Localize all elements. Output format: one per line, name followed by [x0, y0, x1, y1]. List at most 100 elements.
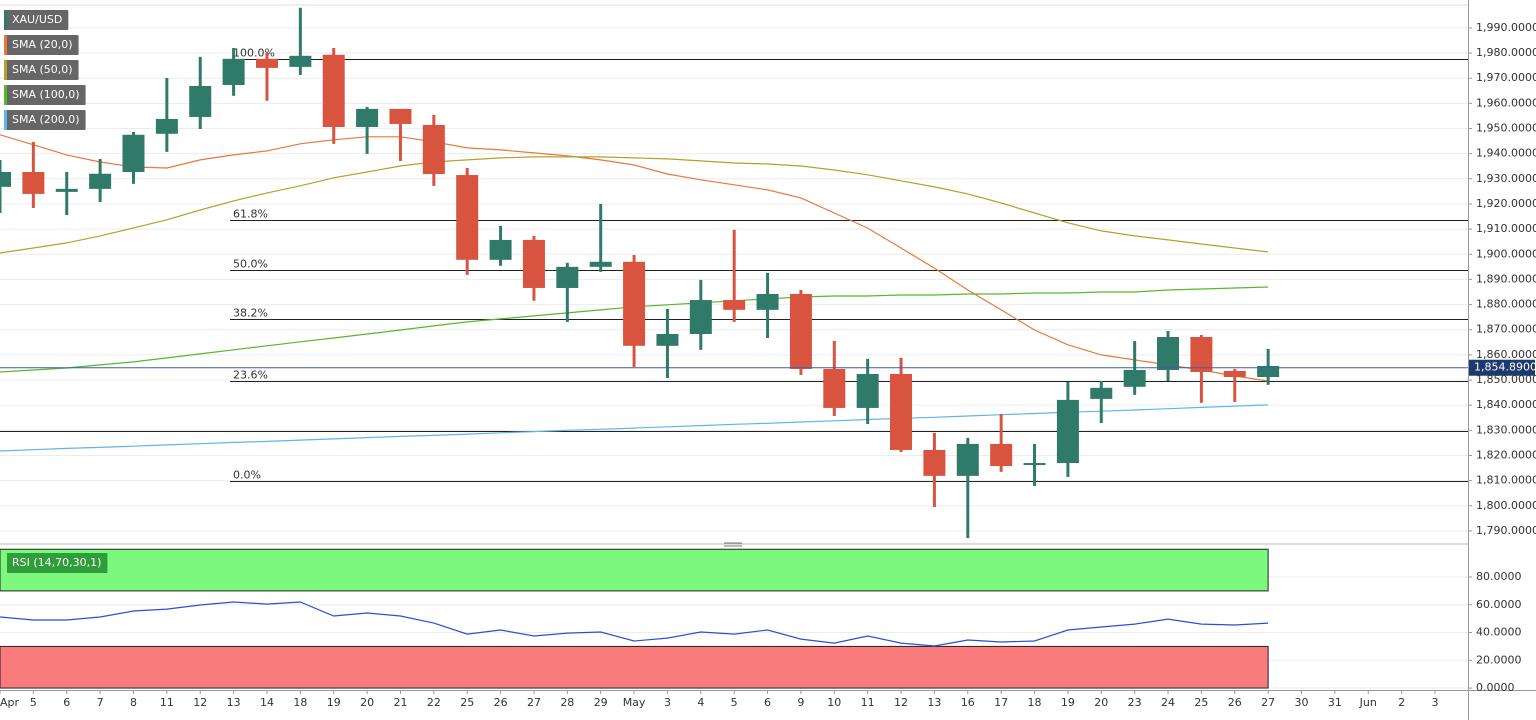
- candle-body: [522, 239, 545, 288]
- x-tick-label: 3: [1432, 696, 1439, 709]
- x-tick-label: 2: [1398, 696, 1405, 709]
- y-tick-label: 1,920.0000: [1476, 197, 1536, 210]
- candle-body: [556, 266, 579, 288]
- x-tick-label: 11: [861, 696, 875, 709]
- candle-body: [723, 300, 746, 310]
- candle-body: [22, 172, 45, 194]
- y-tick-label: 1,820.0000: [1476, 448, 1536, 461]
- x-tick-label: 20: [1094, 696, 1108, 709]
- x-tick-label: 25: [460, 696, 474, 709]
- candle-body: [956, 443, 979, 476]
- y-tick-label: 1,940.0000: [1476, 147, 1536, 160]
- y-tick-label: 0.0000: [1476, 681, 1515, 694]
- x-tick-label: 13: [227, 696, 241, 709]
- legend-swatch: [4, 110, 7, 130]
- x-tick-label: 28: [560, 696, 574, 709]
- y-tick-label: 60.0000: [1476, 598, 1522, 611]
- legend-box: [4, 553, 108, 573]
- level-label: 0.0%: [233, 469, 261, 482]
- candle-body: [456, 175, 479, 260]
- candle-body: [55, 188, 78, 192]
- y-tick-label: 1,950.0000: [1476, 122, 1536, 135]
- x-tick-label: 27: [527, 696, 541, 709]
- y-tick-label: 1,850.0000: [1476, 373, 1536, 386]
- legend-label: RSI (14,70,30,1): [12, 556, 101, 569]
- x-tick-label: 17: [994, 696, 1008, 709]
- candle-body: [89, 173, 112, 189]
- candle-body: [1123, 369, 1146, 387]
- candle-body: [422, 124, 445, 175]
- candle-body: [155, 118, 178, 134]
- y-tick-label: 1,970.0000: [1476, 71, 1536, 84]
- legend-swatch: [4, 60, 7, 80]
- x-tick-label: 8: [130, 696, 137, 709]
- candle-body: [122, 134, 145, 173]
- legend-label: SMA (100,0): [12, 88, 80, 101]
- candle-body: [789, 294, 812, 369]
- x-tick-label: 3: [664, 696, 671, 709]
- sma-line: [0, 404, 1269, 452]
- x-tick-label: 12: [193, 696, 207, 709]
- indicator-lines: [0, 134, 1269, 647]
- x-tick-label: 14: [260, 696, 274, 709]
- x-tick-label: 11: [160, 696, 174, 709]
- x-tick-label: 30: [1295, 696, 1309, 709]
- x-tick-label: 25: [1194, 696, 1208, 709]
- x-tick-label: Apr: [0, 696, 20, 709]
- candle-body: [1090, 387, 1113, 399]
- legend-swatch: [4, 85, 7, 105]
- legend-item: RSI (14,70,30,1): [4, 553, 108, 573]
- x-tick-label: 22: [427, 696, 441, 709]
- drag-handle[interactable]: [724, 542, 742, 547]
- level-label: 38.2%: [233, 307, 268, 320]
- x-tick-label: 5: [731, 696, 738, 709]
- legend-label: SMA (200,0): [12, 113, 80, 126]
- legend-item: XAU/USD: [4, 10, 69, 30]
- y-tick-label: 1,890.0000: [1476, 272, 1536, 285]
- x-tick-label: 4: [697, 696, 704, 709]
- rsi-line: [0, 601, 1269, 647]
- x-tick-label: 21: [393, 696, 407, 709]
- legend-label: XAU/USD: [12, 13, 62, 26]
- x-tick-label: Jun: [1359, 696, 1377, 709]
- y-tick-label: 1,880.0000: [1476, 298, 1536, 311]
- candle-body: [756, 294, 779, 310]
- candle-body: [322, 54, 345, 127]
- candle-body: [656, 333, 679, 346]
- sma-line: [0, 156, 1269, 254]
- level-label: 100.0%: [233, 47, 275, 60]
- x-tick-label: 24: [1161, 696, 1175, 709]
- legend-box: [4, 85, 86, 105]
- y-tick-label: 1,960.0000: [1476, 96, 1536, 109]
- x-tick-label: 6: [764, 696, 771, 709]
- y-tick-label: 1,930.0000: [1476, 172, 1536, 185]
- y-tick-label: 1,810.0000: [1476, 474, 1536, 487]
- y-tick-label: 1,860.0000: [1476, 348, 1536, 361]
- candle-body: [589, 261, 612, 267]
- candle-body: [923, 449, 946, 476]
- rsi-zone: [0, 548, 1269, 592]
- candle-body: [0, 172, 11, 187]
- level-label: 23.6%: [233, 369, 268, 382]
- candle-body: [689, 300, 712, 334]
- candle-body: [222, 58, 245, 85]
- legend-swatch: [4, 553, 7, 573]
- candle-body: [356, 108, 379, 127]
- rsi-zone: [0, 645, 1269, 689]
- candle-body: [1223, 370, 1246, 378]
- x-tick-label: 13: [927, 696, 941, 709]
- x-tick-label: 29: [594, 696, 608, 709]
- legend-box: [4, 35, 79, 55]
- x-tick-label: 9: [797, 696, 804, 709]
- legend-swatch: [4, 10, 7, 30]
- level-label: 50.0%: [233, 258, 268, 271]
- candle-body: [990, 443, 1013, 467]
- y-tick-label: 20.0000: [1476, 653, 1522, 666]
- last-price-box: [1469, 359, 1535, 376]
- legend-item: SMA (200,0): [4, 110, 86, 130]
- y-tick-label: 1,990.0000: [1476, 21, 1536, 34]
- levels: 100.0% 61.8% 50.0% 38.2% 23.6% 0.0%: [0, 47, 1468, 482]
